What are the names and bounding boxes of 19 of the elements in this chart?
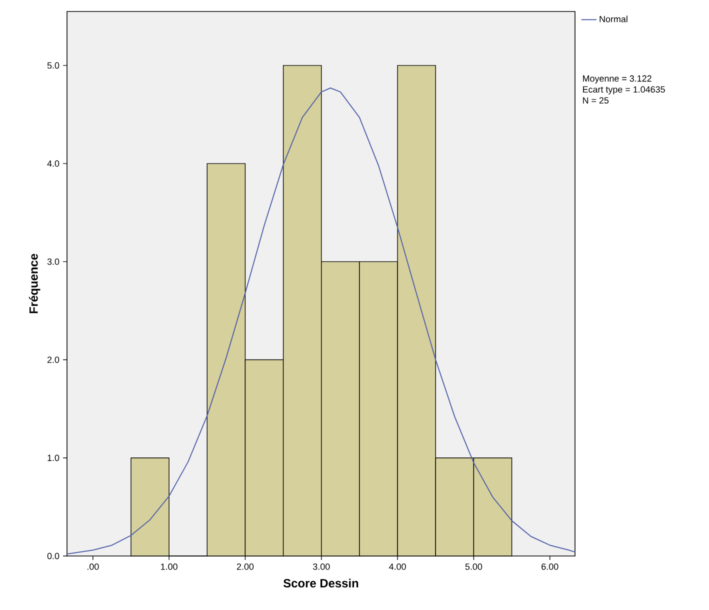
x-axis-title: Score Dessin — [283, 578, 358, 588]
y-tick-label: 5.0 — [47, 62, 60, 69]
text: Moyenne = 3.122 — [583, 75, 652, 84]
text: N = 25 — [583, 97, 609, 104]
x-tick-label: 2.00 — [236, 564, 254, 570]
x-tick-label: 3.00 — [313, 564, 330, 570]
legend-label: Normal — [600, 16, 628, 22]
x-tick-label: .00 — [87, 564, 99, 570]
x-tick-label: 5.00 — [465, 564, 482, 570]
y-tick-label: 2.0 — [47, 356, 60, 363]
x-tick-label: 1.00 — [161, 564, 178, 570]
x-tick-label: 6.00 — [542, 564, 558, 570]
text: Ecart type = 1.04635 — [583, 86, 665, 94]
y-tick-label: 1.0 — [48, 454, 60, 462]
x-tick-label: 4.00 — [389, 564, 406, 570]
y-tick-label: 3.0 — [47, 258, 60, 265]
y-tick-label: 4.0 — [47, 160, 60, 167]
y-tick-label: 0.0 — [47, 552, 60, 560]
y-axis-title: Fréquence — [28, 254, 40, 314]
